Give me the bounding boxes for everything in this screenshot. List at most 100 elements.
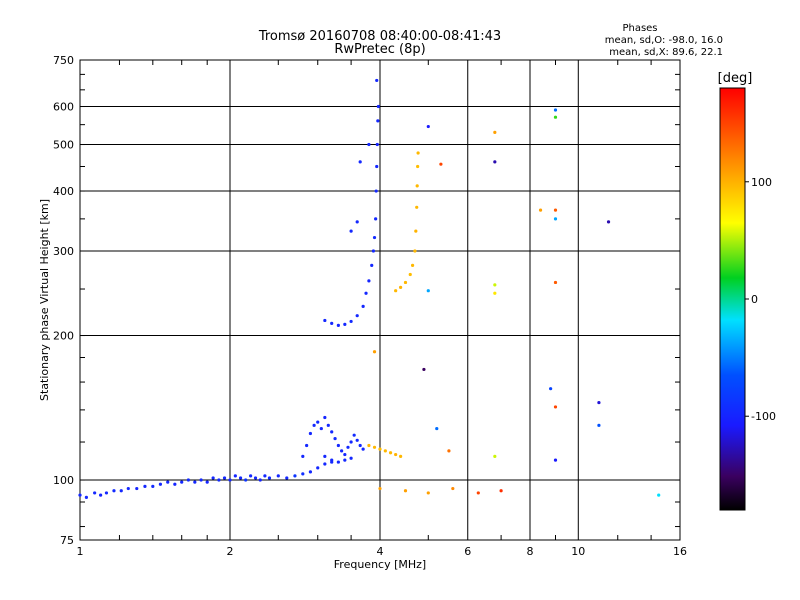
- scatter-point: [597, 423, 601, 427]
- scatter-point: [553, 208, 558, 212]
- plot-frame: [79, 59, 681, 541]
- scatter-point: [336, 460, 340, 464]
- scatter-point: [343, 452, 347, 457]
- scatter-point: [336, 443, 340, 448]
- scatter-point: [199, 478, 203, 482]
- scatter-point: [228, 478, 232, 482]
- scatter-point: [349, 229, 353, 233]
- y-tick-label: 500: [53, 139, 74, 152]
- scatter-point: [414, 229, 418, 233]
- scatter-point: [151, 484, 155, 488]
- scatter-point: [451, 486, 455, 491]
- x-axis-label: Frequency [MHz]: [334, 558, 426, 571]
- scatter-point: [308, 470, 313, 474]
- scatter-point: [346, 445, 350, 449]
- stats-x-line: mean, sd,X: 89.6, 22.1: [609, 47, 723, 58]
- scatter-point: [305, 443, 309, 448]
- scatter-point: [358, 160, 362, 164]
- scatter-point: [343, 458, 347, 462]
- scatter-point: [367, 142, 371, 147]
- scatter-point: [538, 208, 543, 212]
- y-tick-label: 400: [53, 185, 74, 198]
- scatter-point: [374, 217, 378, 221]
- scatter-point: [493, 130, 497, 134]
- scatter-point: [372, 350, 377, 354]
- scatter-point: [143, 484, 147, 488]
- scatter-point: [222, 476, 227, 480]
- scatter-point: [403, 489, 408, 493]
- colorbar-tick-label: 100: [751, 176, 772, 189]
- stats-o-line: mean, sd,O: -98.0, 16.0: [605, 35, 723, 46]
- scatter-point: [476, 491, 480, 495]
- scatter-point: [367, 443, 371, 448]
- x-tick-label: 2: [227, 545, 234, 558]
- scatter-point: [422, 367, 426, 372]
- scatter-point: [258, 478, 262, 482]
- plot-area: 1 2 4 6 8 10 16 75 100 200 300 400 500 600 750: [53, 54, 687, 558]
- y-tick-label: 750: [53, 54, 74, 67]
- scatter-point: [355, 314, 359, 318]
- scatter-point: [378, 486, 382, 491]
- y-tick-label: 600: [53, 101, 74, 114]
- scatter-point: [349, 440, 353, 444]
- x-tick-label: 4: [377, 545, 384, 558]
- scatter-point: [399, 285, 403, 289]
- scatter-point: [361, 304, 365, 309]
- scatter-point: [549, 387, 553, 391]
- scatter-point: [415, 184, 419, 188]
- scatter-point: [308, 431, 313, 436]
- scatter-point: [333, 436, 337, 441]
- scatter-point: [285, 476, 289, 480]
- stats-heading: Phases: [622, 23, 657, 34]
- y-tick-label: 300: [53, 245, 74, 258]
- scatter-point: [415, 205, 419, 209]
- colorbar-tick-label: -100: [751, 410, 776, 423]
- x-tick-label: 8: [527, 545, 534, 558]
- scatter-point: [439, 162, 443, 166]
- scatter-point: [238, 476, 243, 480]
- scatter-point: [388, 451, 393, 455]
- scatter-point: [233, 474, 237, 478]
- scatter-point: [355, 220, 359, 224]
- scatter-point: [340, 449, 344, 453]
- scatter-point: [173, 482, 177, 486]
- scatter-point: [263, 474, 267, 478]
- scatter-point: [355, 438, 359, 442]
- scatter-point: [301, 454, 305, 459]
- scatter-point: [375, 78, 379, 83]
- scatter-point: [394, 452, 398, 457]
- colorbar-label: [deg]: [718, 71, 753, 86]
- scatter-point: [316, 420, 320, 424]
- scatter-point: [301, 472, 305, 476]
- scatter-point: [78, 493, 82, 497]
- scatter-point: [553, 458, 558, 462]
- scatter-point: [126, 486, 130, 491]
- scatter-point: [326, 423, 330, 427]
- scatter-point: [93, 491, 97, 495]
- scatter-point: [358, 443, 362, 448]
- scatter-point: [553, 405, 558, 409]
- scatter-point: [205, 480, 209, 484]
- scatter-point: [316, 466, 320, 470]
- scatter-point: [375, 142, 379, 147]
- scatter-point: [349, 319, 353, 324]
- colorbar-tick-label: 0: [751, 293, 758, 306]
- scatter-point: [383, 449, 387, 453]
- colorbar-gradient: [719, 87, 746, 511]
- scatter-point: [193, 480, 197, 484]
- scatter-point: [553, 217, 558, 221]
- scatter-point: [367, 279, 371, 283]
- scatter-point: [293, 474, 297, 478]
- y-tick-label: 200: [53, 330, 74, 343]
- scatter-point: [370, 263, 374, 267]
- scatter-point: [493, 283, 497, 287]
- scatter-point: [493, 160, 497, 164]
- scatter-point: [253, 476, 258, 480]
- scatter-point: [447, 449, 451, 453]
- scatter-point: [426, 491, 430, 495]
- scatter-point: [343, 322, 347, 326]
- scatter-point: [211, 476, 215, 480]
- scatter-point: [319, 426, 323, 431]
- scatter-point: [112, 489, 116, 493]
